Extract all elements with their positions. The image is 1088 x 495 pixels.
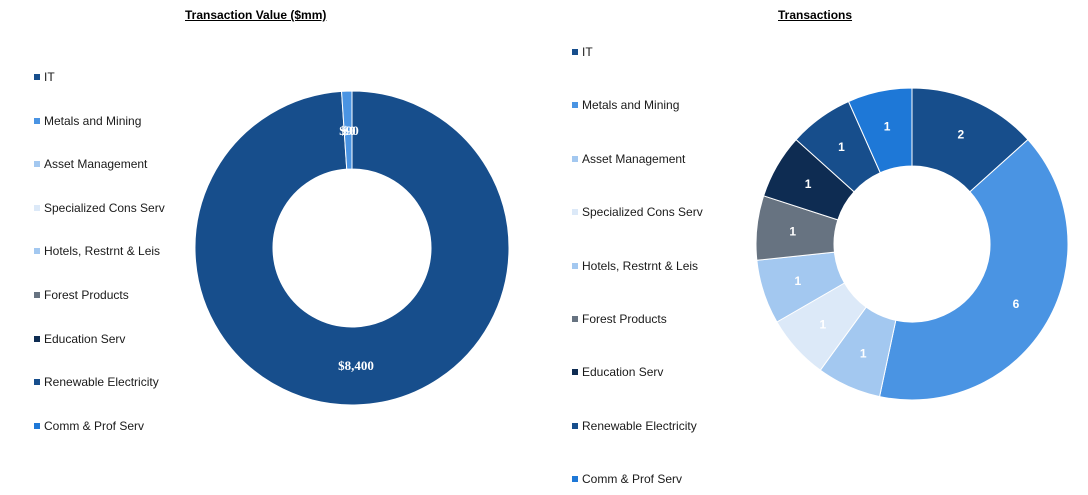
legend-item-metals-and-mining: Metals and Mining — [34, 114, 141, 128]
legend-swatch — [34, 335, 40, 342]
legend-label: Hotels, Restrnt & Leis — [582, 258, 699, 273]
legend-label: Asset Management — [582, 151, 686, 166]
legend-swatch — [34, 117, 40, 124]
legend-item-renewable-electricity: Renewable Electricity — [34, 375, 159, 389]
legend-swatch — [34, 248, 40, 255]
slice-metals-and-mining — [878, 138, 1069, 401]
legend-swatch — [34, 422, 40, 429]
donut-chart: 2 6 1 1 1 1 1 1 1 — [755, 87, 1069, 401]
legend-swatch — [572, 49, 578, 55]
data-label-metals-and-mining: $90 — [339, 123, 359, 138]
data-label-hotels-restrnt-and-leis: 1 — [795, 274, 802, 288]
legend-swatch — [572, 476, 578, 483]
slice-metals-and-mining — [341, 90, 353, 170]
legend-label: Hotels, Restrnt & Leis — [44, 244, 161, 259]
legend-item-asset-management: Asset Management — [572, 152, 685, 166]
legend-label: Metals and Mining — [44, 113, 142, 128]
legend-label: IT — [582, 45, 593, 59]
data-label-renewable-electricity: 1 — [838, 140, 845, 154]
legend-swatch — [34, 204, 40, 211]
legend-label: Forest Products — [44, 288, 129, 302]
legend-item-hotels-restrnt-and-leis: Hotels, Restrnt & Leis — [34, 244, 160, 258]
legend-item-asset-management: Asset Management — [34, 157, 147, 171]
legend-label: Renewable Electricity — [44, 375, 159, 390]
donut-chart: $8,400 $90$0 — [194, 90, 510, 406]
legend-label: Renewable Electricity — [582, 418, 697, 433]
legend-item-forest-products: Forest Products — [572, 312, 667, 326]
legend-item-renewable-electricity: Renewable Electricity — [572, 419, 697, 433]
legend-item-hotels-restrnt-and-leis: Hotels, Restrnt & Leis — [572, 259, 698, 273]
legend-label: Comm & Prof Serv — [582, 472, 683, 487]
data-label-education-serv: 1 — [805, 177, 812, 191]
legend-item-comm-and-prof-serv: Comm & Prof Serv — [34, 419, 144, 433]
legend-swatch — [572, 102, 578, 109]
legend-label: IT — [44, 70, 55, 84]
legend-item-specialized-cons-serv: Specialized Cons Serv — [34, 201, 165, 215]
data-label-specialized-cons-serv: 1 — [819, 317, 826, 331]
legend-swatch — [572, 316, 578, 322]
legend-label: Comm & Prof Serv — [44, 418, 145, 433]
legend-label: Asset Management — [44, 157, 148, 172]
legend-item-metals-and-mining: Metals and Mining — [572, 98, 679, 112]
legend-swatch — [572, 209, 578, 216]
legend-item-comm-and-prof-serv: Comm & Prof Serv — [572, 472, 682, 486]
data-label-metals-and-mining: 6 — [1013, 297, 1020, 311]
legend-label: Education Serv — [582, 365, 664, 380]
transactions-chart-panel: Transactions IT Metals and Mining Asset Ma… — [540, 0, 1088, 495]
legend-label: Metals and Mining — [582, 98, 680, 113]
data-label-asset-management: $0 — [343, 123, 356, 138]
legend-item-forest-products: Forest Products — [34, 288, 129, 302]
slice-it — [194, 90, 510, 406]
data-label-comm-and-prof-serv: 1 — [884, 120, 891, 134]
legend-swatch — [34, 379, 40, 386]
legend-label: Education Serv — [44, 331, 126, 346]
legend-item-specialized-cons-serv: Specialized Cons Serv — [572, 205, 703, 219]
legend-swatch — [572, 369, 578, 376]
legend-swatch — [572, 155, 578, 162]
legend-item-it: IT — [572, 45, 593, 59]
legend-label: Specialized Cons Serv — [582, 205, 703, 220]
legend-swatch — [34, 74, 40, 80]
data-label-it: 2 — [957, 127, 964, 141]
legend-label: Specialized Cons Serv — [44, 200, 165, 215]
legend-swatch — [572, 422, 578, 429]
legend-swatch — [572, 262, 578, 269]
legend-swatch — [34, 292, 40, 298]
slice-comm-and-prof-serv — [847, 87, 913, 174]
data-label-it: $8,400 — [338, 358, 374, 373]
legend-item-it: IT — [34, 70, 55, 84]
data-label-forest-products: 1 — [789, 224, 796, 238]
legend-item-education-serv: Education Serv — [572, 365, 663, 379]
legend-label: Forest Products — [582, 312, 667, 326]
legend-item-education-serv: Education Serv — [34, 332, 125, 346]
transaction-value-chart-panel: Transaction Value ($mm) IT Metals and Min… — [0, 0, 530, 495]
chart-title: Transaction Value ($mm) — [185, 8, 327, 22]
chart-title: Transactions — [778, 8, 853, 22]
data-label-asset-management: 1 — [860, 347, 867, 361]
legend-swatch — [34, 161, 40, 168]
